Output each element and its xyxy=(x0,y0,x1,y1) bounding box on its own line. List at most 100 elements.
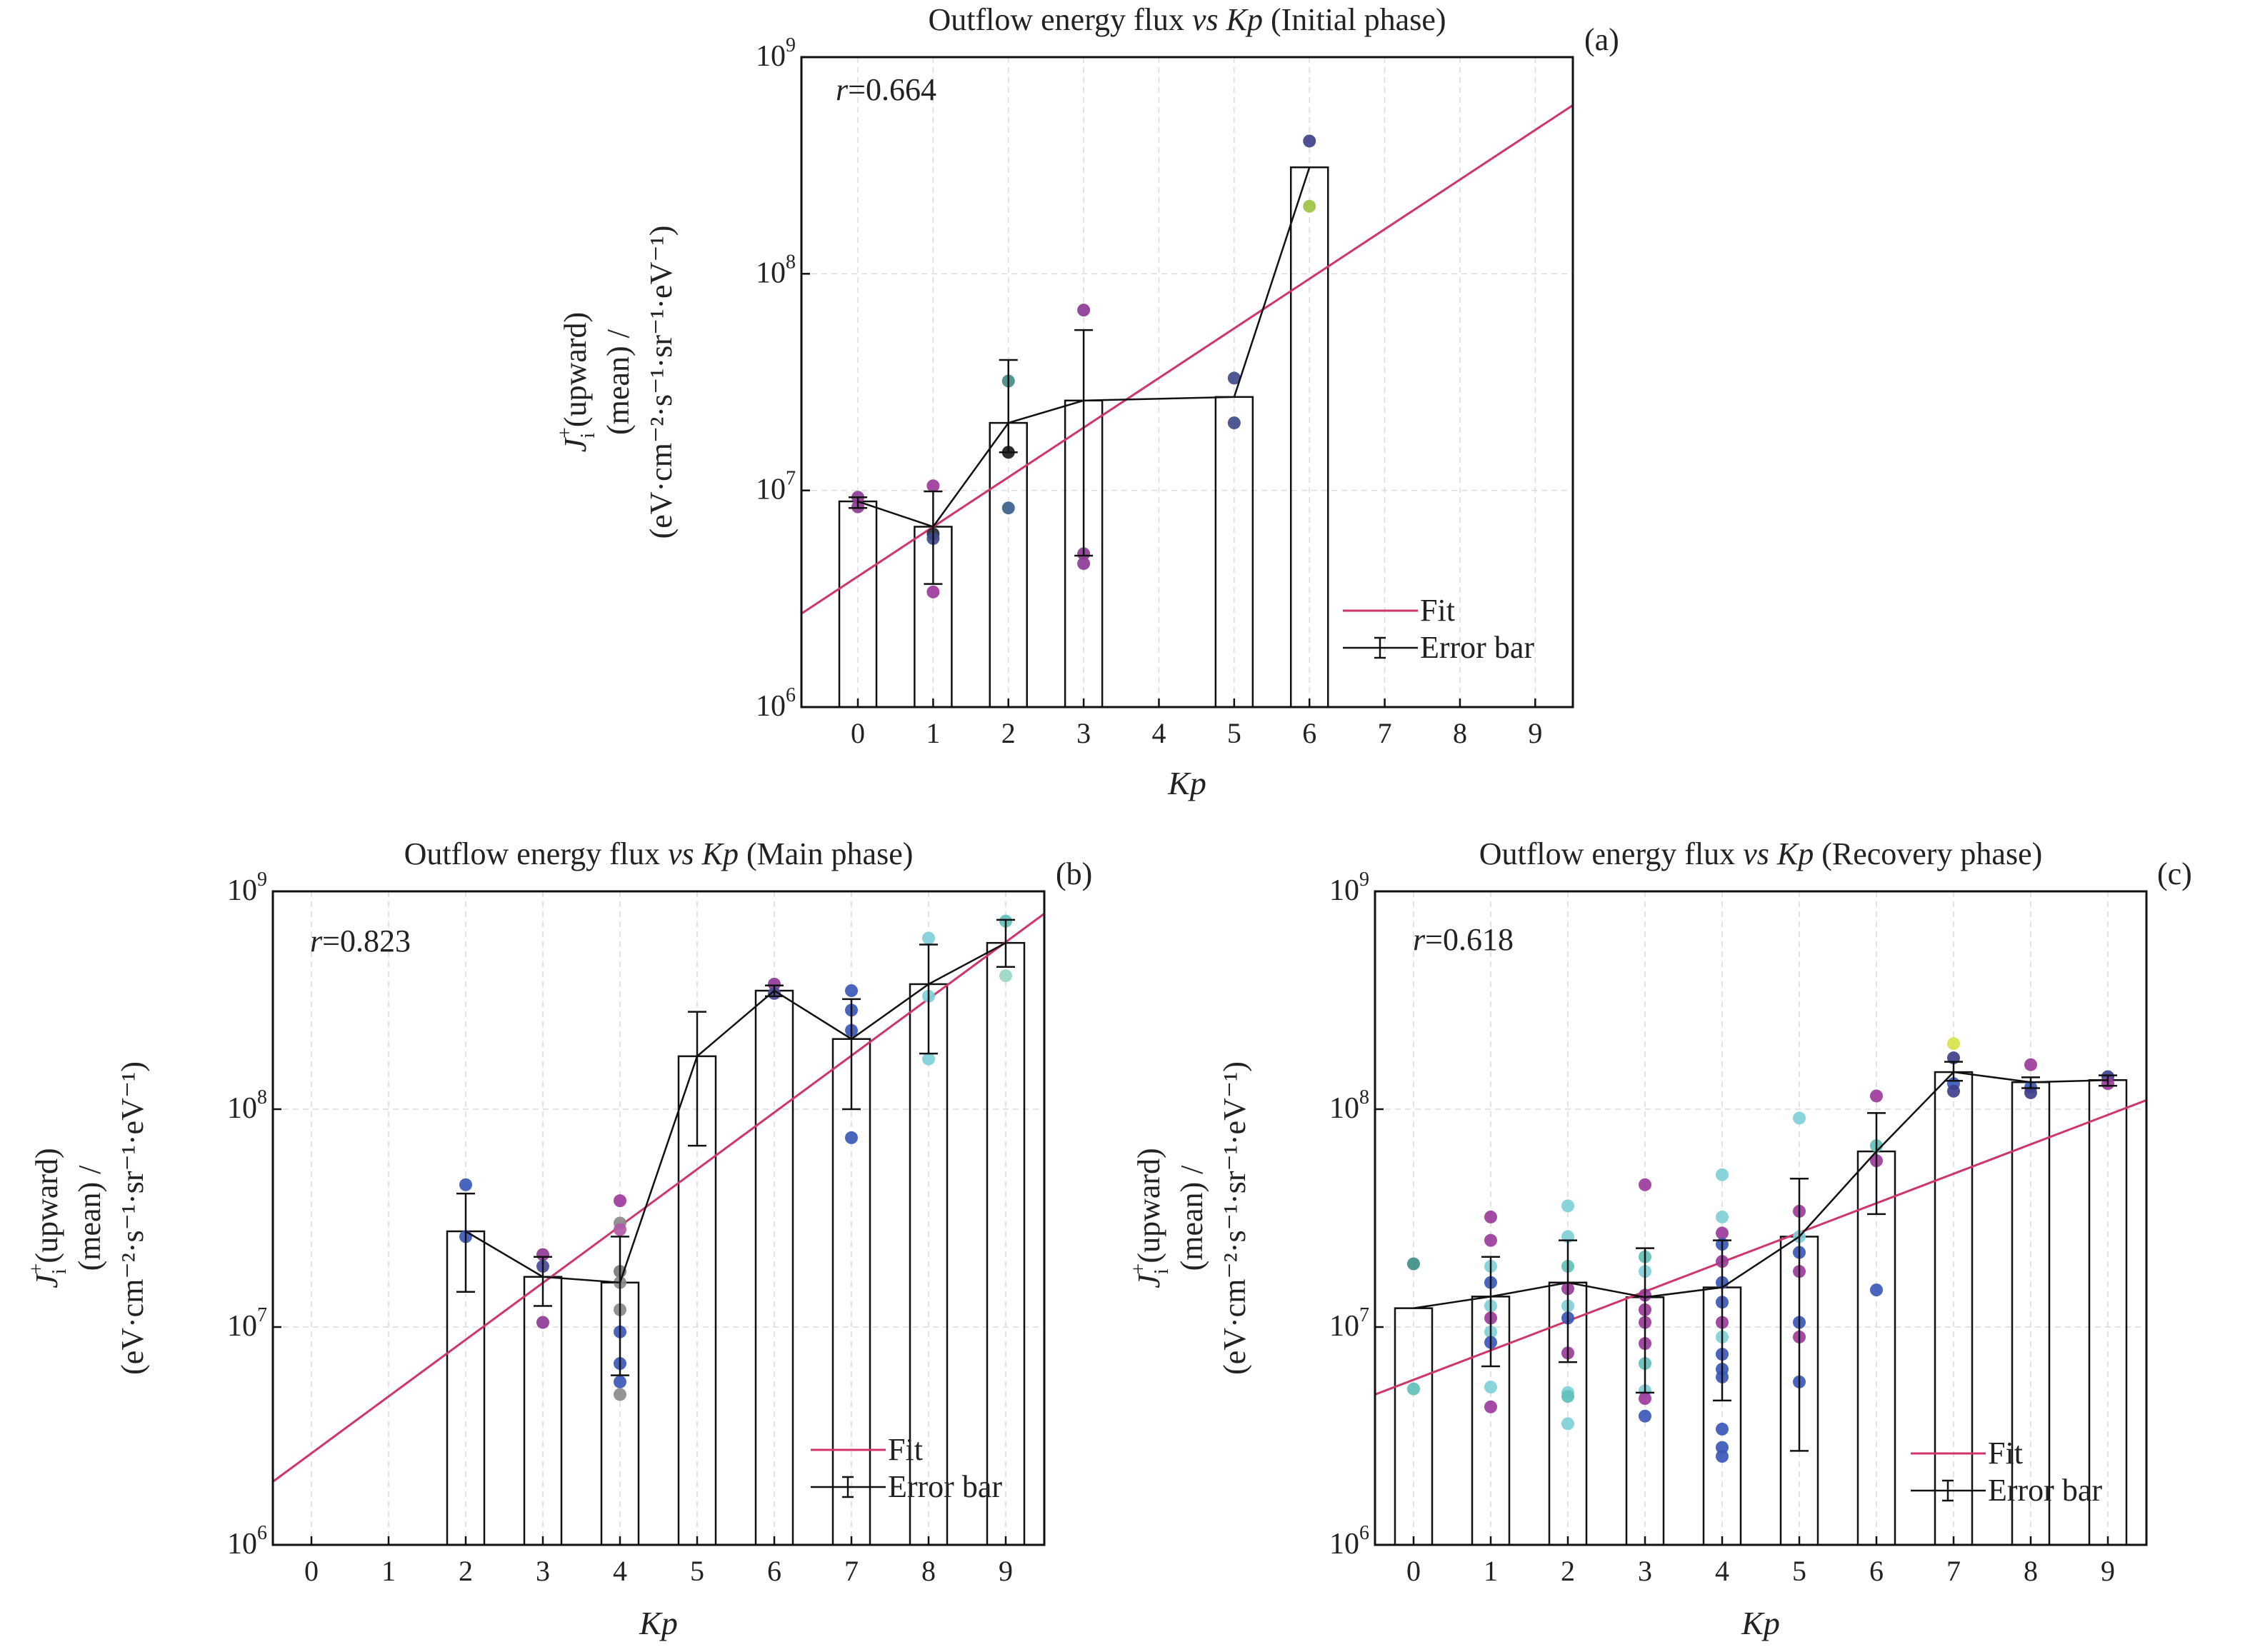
x-tick-label: 6 xyxy=(1302,717,1316,749)
axes-frame xyxy=(1374,890,2148,1546)
y-tick-label: 107 xyxy=(227,1304,267,1343)
x-tick-label: 7 xyxy=(1378,717,1392,749)
error-bar-kp-7 xyxy=(842,998,861,1111)
y-tick-label: 108 xyxy=(1329,1086,1369,1125)
correlation-label: r=0.618 xyxy=(1413,922,1514,957)
y-axis-label-line1: Ji+(upward) xyxy=(554,312,599,452)
x-tick-label: 2 xyxy=(459,1555,473,1587)
error-bar-kp-3 xyxy=(534,1256,552,1307)
x-axis-label: Kp xyxy=(1741,1605,1780,1641)
mean-line xyxy=(1413,1071,2109,1309)
data-point xyxy=(1407,1382,1420,1396)
data-point xyxy=(1716,1168,1729,1181)
chart-title: Outflow energy flux vs Kp (Initial phase… xyxy=(928,2,1446,37)
axes-frame xyxy=(800,56,1574,709)
panel-label: (a) xyxy=(1584,22,1619,57)
data-point xyxy=(1947,1037,1960,1051)
panel-label: (b) xyxy=(1056,856,1092,891)
data-point xyxy=(1303,199,1316,213)
x-tick-label: 6 xyxy=(1869,1555,1884,1587)
data-point xyxy=(1793,1111,1806,1125)
data-point xyxy=(1303,134,1316,148)
data-point xyxy=(1716,1450,1729,1463)
y-tick-label: 108 xyxy=(227,1086,267,1125)
data-point xyxy=(459,1178,472,1191)
data-point xyxy=(1484,1381,1497,1394)
data-point xyxy=(1227,416,1241,430)
error-bar-kp-0 xyxy=(849,496,868,509)
x-tick-label: 5 xyxy=(690,1555,704,1587)
error-bar-kp-6 xyxy=(1867,1112,1886,1216)
y-tick-label: 107 xyxy=(1329,1304,1369,1343)
correlation-label: r=0.664 xyxy=(836,72,936,107)
data-point xyxy=(1407,1257,1420,1271)
error-bar-kp-4 xyxy=(1713,1239,1731,1402)
error-bar-kp-8 xyxy=(919,943,938,1055)
error-bar-kp-2 xyxy=(999,359,1018,454)
fit-line xyxy=(1375,1098,2146,1396)
bar-kp-2 xyxy=(989,421,1029,707)
fit-line xyxy=(801,104,1573,615)
data-point xyxy=(1716,1210,1729,1223)
error-bar-kp-1 xyxy=(924,490,943,585)
chart-panel-c: 0 1 2 3 4 5 6 7 8 9 106 107 108 109 Outflow energy flu… xyxy=(1128,836,2192,1641)
chart-title: Outflow energy flux vs Kp (Recovery phas… xyxy=(1479,836,2043,871)
y-tick-label: 106 xyxy=(227,1522,267,1561)
error-bar-kp-7 xyxy=(1944,1061,1963,1082)
x-tick-label: 1 xyxy=(381,1555,396,1587)
axes-frame xyxy=(271,890,1046,1546)
legend-error-label: Error bar xyxy=(888,1469,1002,1504)
data-point xyxy=(845,984,858,998)
data-point xyxy=(536,1316,549,1329)
data-point xyxy=(536,1248,549,1261)
legend-error-label: Error bar xyxy=(1988,1473,2102,1508)
data-point xyxy=(1001,501,1015,515)
legend-error-label: Error bar xyxy=(1420,630,1534,665)
data-point xyxy=(614,1375,626,1388)
data-point xyxy=(2024,1058,2037,1071)
panel-label: (c) xyxy=(2157,856,2192,891)
x-tick-label: 4 xyxy=(1715,1555,1729,1587)
data-point xyxy=(2024,1086,2037,1099)
data-point xyxy=(926,479,940,493)
x-tick-label: 8 xyxy=(1453,717,1467,749)
correlation-label: r=0.823 xyxy=(310,923,411,958)
error-bar-kp-2 xyxy=(456,1192,475,1293)
y-axis-label-line2: (mean) / xyxy=(1174,1165,1209,1271)
data-point xyxy=(1077,556,1091,570)
mean-line xyxy=(857,166,1311,528)
error-bar-kp-8 xyxy=(2021,1076,2040,1089)
chart-title: Outflow energy flux vs Kp (Main phase) xyxy=(404,836,914,871)
error-bar-kp-6 xyxy=(765,984,784,998)
y-tick-label: 107 xyxy=(756,468,796,506)
y-tick-label: 109 xyxy=(1329,868,1369,907)
y-axis-label-line1: Ji+(upward) xyxy=(1128,1148,1173,1288)
error-bar-kp-3 xyxy=(1074,329,1094,557)
data-point xyxy=(1870,1089,1883,1103)
x-tick-label: 0 xyxy=(304,1555,319,1587)
data-point xyxy=(1484,1233,1497,1247)
x-tick-label: 7 xyxy=(1946,1555,1961,1587)
y-tick-label: 109 xyxy=(227,868,267,907)
x-tick-label: 1 xyxy=(926,717,940,749)
y-tick-label: 109 xyxy=(756,34,796,73)
data-point xyxy=(845,1131,858,1144)
data-point xyxy=(1716,1441,1729,1454)
x-tick-label: 3 xyxy=(1638,1555,1652,1587)
error-bar-kp-9 xyxy=(2099,1074,2117,1087)
x-tick-label: 2 xyxy=(1001,717,1016,749)
y-axis-label-line2: (mean) / xyxy=(601,329,636,435)
y-tick-label: 106 xyxy=(1329,1522,1369,1561)
error-bar-kp-9 xyxy=(996,918,1015,968)
x-tick-label: 3 xyxy=(1076,717,1091,749)
plot-area xyxy=(273,913,1044,1545)
x-tick-label: 9 xyxy=(1528,717,1542,749)
data-point xyxy=(614,1194,626,1208)
x-tick-label: 4 xyxy=(1151,717,1166,749)
data-point xyxy=(922,1052,935,1066)
x-tick-label: 7 xyxy=(844,1555,859,1587)
chart-panel-a: 0 1 2 3 4 5 6 7 8 9 106 107 108 109 Outflow energy flu… xyxy=(554,2,1619,801)
